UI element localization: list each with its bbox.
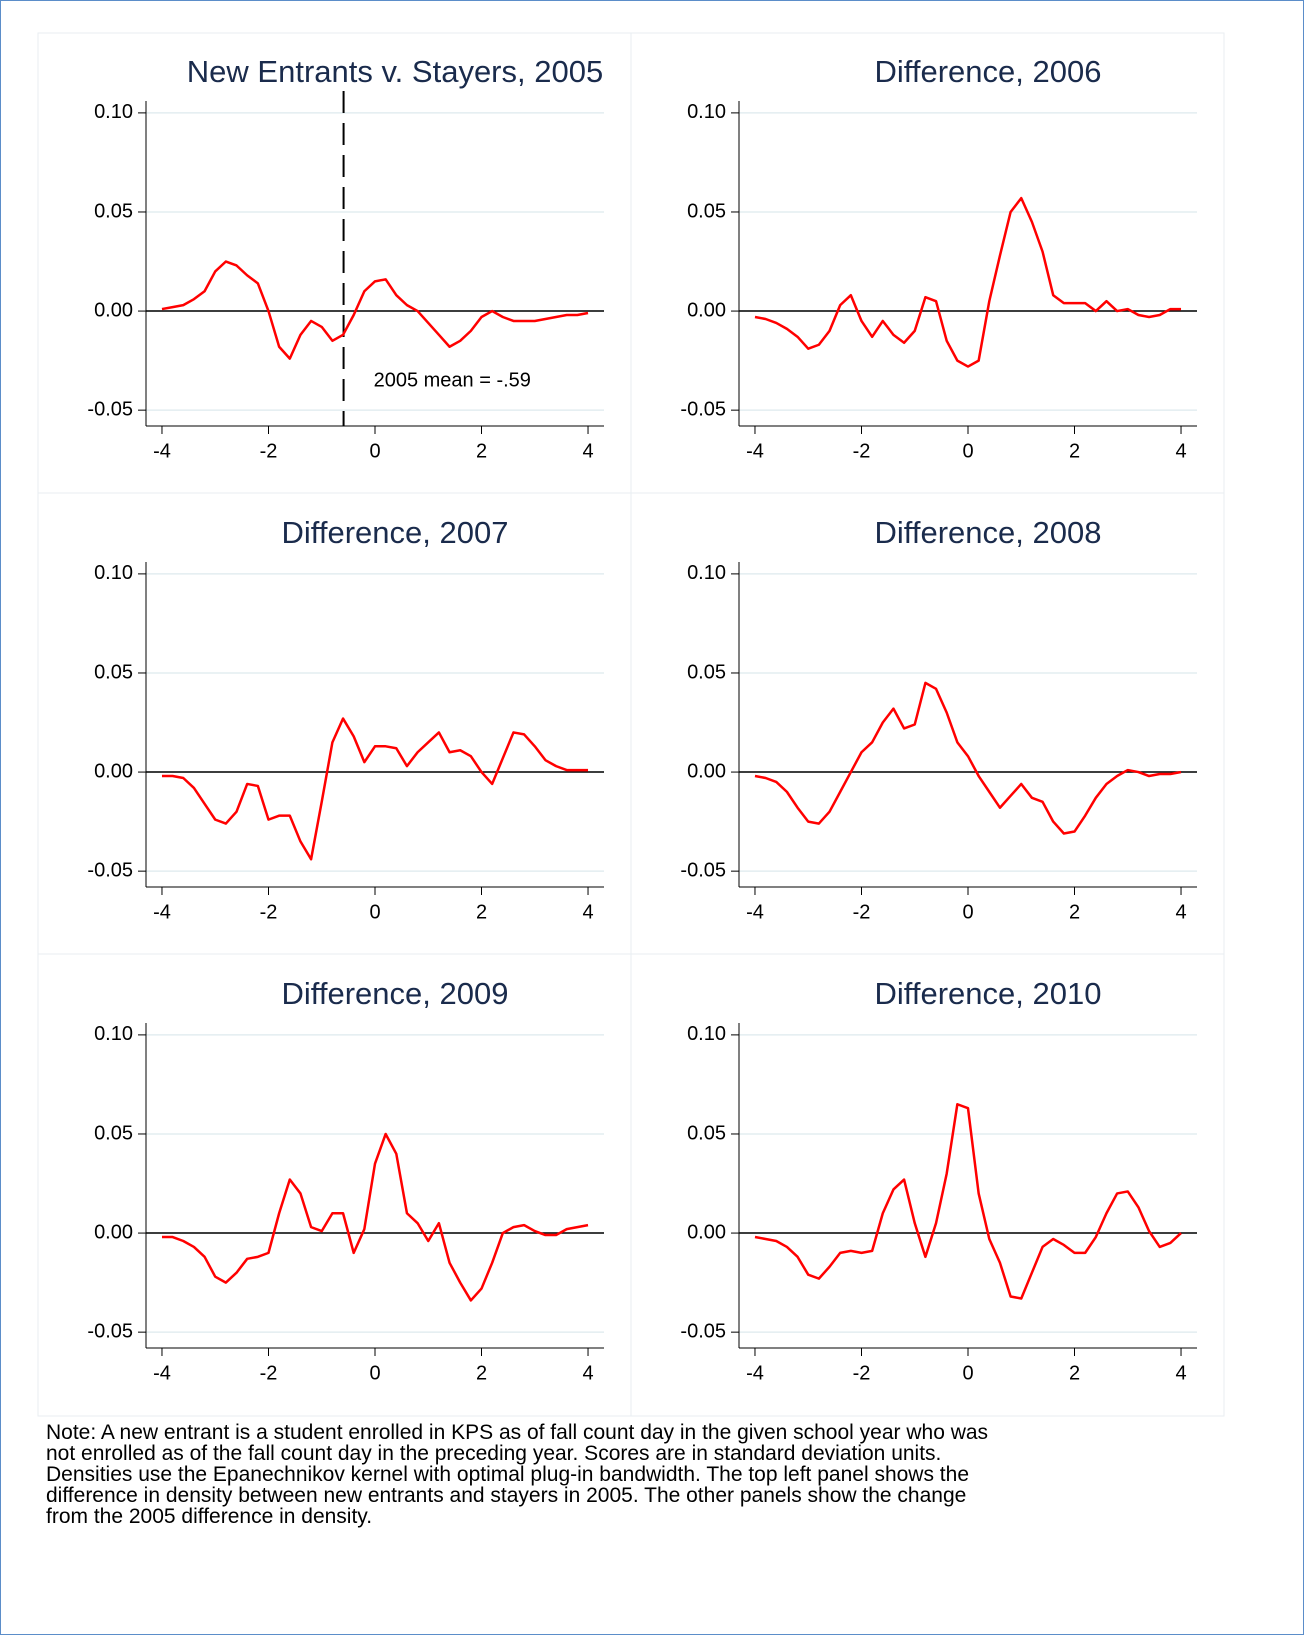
- x-tick-label: -2: [853, 440, 871, 462]
- y-tick-label: 0.00: [687, 299, 726, 321]
- panel-title: Difference, 2006: [875, 54, 1102, 89]
- series-line: [754, 196, 1182, 368]
- y-tick-label: 0.00: [687, 760, 726, 782]
- note-line: from the 2005 difference in density.: [46, 1505, 373, 1528]
- x-tick-label: -2: [853, 901, 871, 923]
- x-tick-label: 4: [582, 1362, 593, 1384]
- y-tick-label: 0.10: [94, 1023, 133, 1045]
- note-line: Note: A new entrant is a student enrolle…: [46, 1421, 989, 1444]
- x-tick-label: 2: [1069, 901, 1080, 923]
- panel-title: Difference, 2009: [282, 976, 509, 1011]
- y-tick-label: 0.10: [94, 562, 133, 584]
- y-tick-label: 0.10: [687, 1023, 726, 1045]
- x-tick-label: 2: [476, 901, 487, 923]
- series-line: [161, 260, 589, 360]
- x-tick-label: 4: [1175, 901, 1186, 923]
- y-tick-label: 0.10: [687, 101, 726, 123]
- note-line: not enrolled as of the fall count day in…: [46, 1442, 942, 1465]
- y-tick-label: 0.05: [687, 661, 726, 683]
- x-tick-label: 2: [1069, 1362, 1080, 1384]
- x-tick-label: -4: [746, 1362, 764, 1384]
- note-line: Densities use the Epanechnikov kernel wi…: [46, 1463, 969, 1486]
- series-line: [161, 717, 589, 861]
- x-tick-label: 4: [1175, 1362, 1186, 1384]
- y-tick-label: 0.00: [94, 760, 133, 782]
- y-tick-label: 0.05: [687, 200, 726, 222]
- series-line: [754, 681, 1182, 835]
- panel-title: Difference, 2007: [282, 515, 509, 550]
- x-tick-label: -4: [153, 440, 171, 462]
- x-tick-label: 0: [369, 440, 380, 462]
- x-tick-label: 0: [962, 440, 973, 462]
- x-tick-label: -2: [260, 1362, 278, 1384]
- y-tick-label: 0.00: [687, 1221, 726, 1243]
- x-tick-label: -2: [260, 901, 278, 923]
- x-tick-label: -4: [153, 1362, 171, 1384]
- x-tick-label: -4: [153, 901, 171, 923]
- y-tick-label: -0.05: [87, 859, 133, 881]
- x-tick-label: 0: [962, 1362, 973, 1384]
- x-tick-label: -4: [746, 901, 764, 923]
- x-tick-label: 0: [369, 901, 380, 923]
- x-tick-label: 4: [582, 901, 593, 923]
- panel-title: Difference, 2010: [875, 976, 1102, 1011]
- y-tick-label: -0.05: [680, 1320, 726, 1342]
- x-tick-label: -2: [260, 440, 278, 462]
- y-tick-label: 0.10: [687, 562, 726, 584]
- y-tick-label: 0.05: [687, 1122, 726, 1144]
- x-tick-label: 2: [476, 1362, 487, 1384]
- x-tick-label: 2: [1069, 440, 1080, 462]
- y-tick-label: 0.00: [94, 1221, 133, 1243]
- x-tick-label: -4: [746, 440, 764, 462]
- note: Note: A new entrant is a student enrolle…: [46, 1422, 988, 1527]
- y-tick-label: 0.00: [94, 299, 133, 321]
- series-line: [754, 1103, 1182, 1300]
- annotation: 2005 mean = -.59: [374, 369, 531, 391]
- y-tick-label: 0.05: [94, 1122, 133, 1144]
- y-tick-label: -0.05: [87, 398, 133, 420]
- x-tick-label: 2: [476, 440, 487, 462]
- y-tick-label: 0.05: [94, 661, 133, 683]
- x-tick-label: 0: [369, 1362, 380, 1384]
- y-tick-label: -0.05: [680, 398, 726, 420]
- y-tick-label: 0.10: [94, 101, 133, 123]
- x-tick-label: 4: [1175, 440, 1186, 462]
- x-tick-label: -2: [853, 1362, 871, 1384]
- note-line: difference in density between new entran…: [46, 1484, 967, 1507]
- series-line: [161, 1132, 589, 1302]
- y-tick-label: 0.05: [94, 200, 133, 222]
- y-tick-label: -0.05: [680, 859, 726, 881]
- panel-title: Difference, 2008: [875, 515, 1102, 550]
- x-tick-label: 4: [582, 440, 593, 462]
- x-tick-label: 0: [962, 901, 973, 923]
- y-tick-label: -0.05: [87, 1320, 133, 1342]
- panel-title: New Entrants v. Stayers, 2005: [187, 54, 603, 89]
